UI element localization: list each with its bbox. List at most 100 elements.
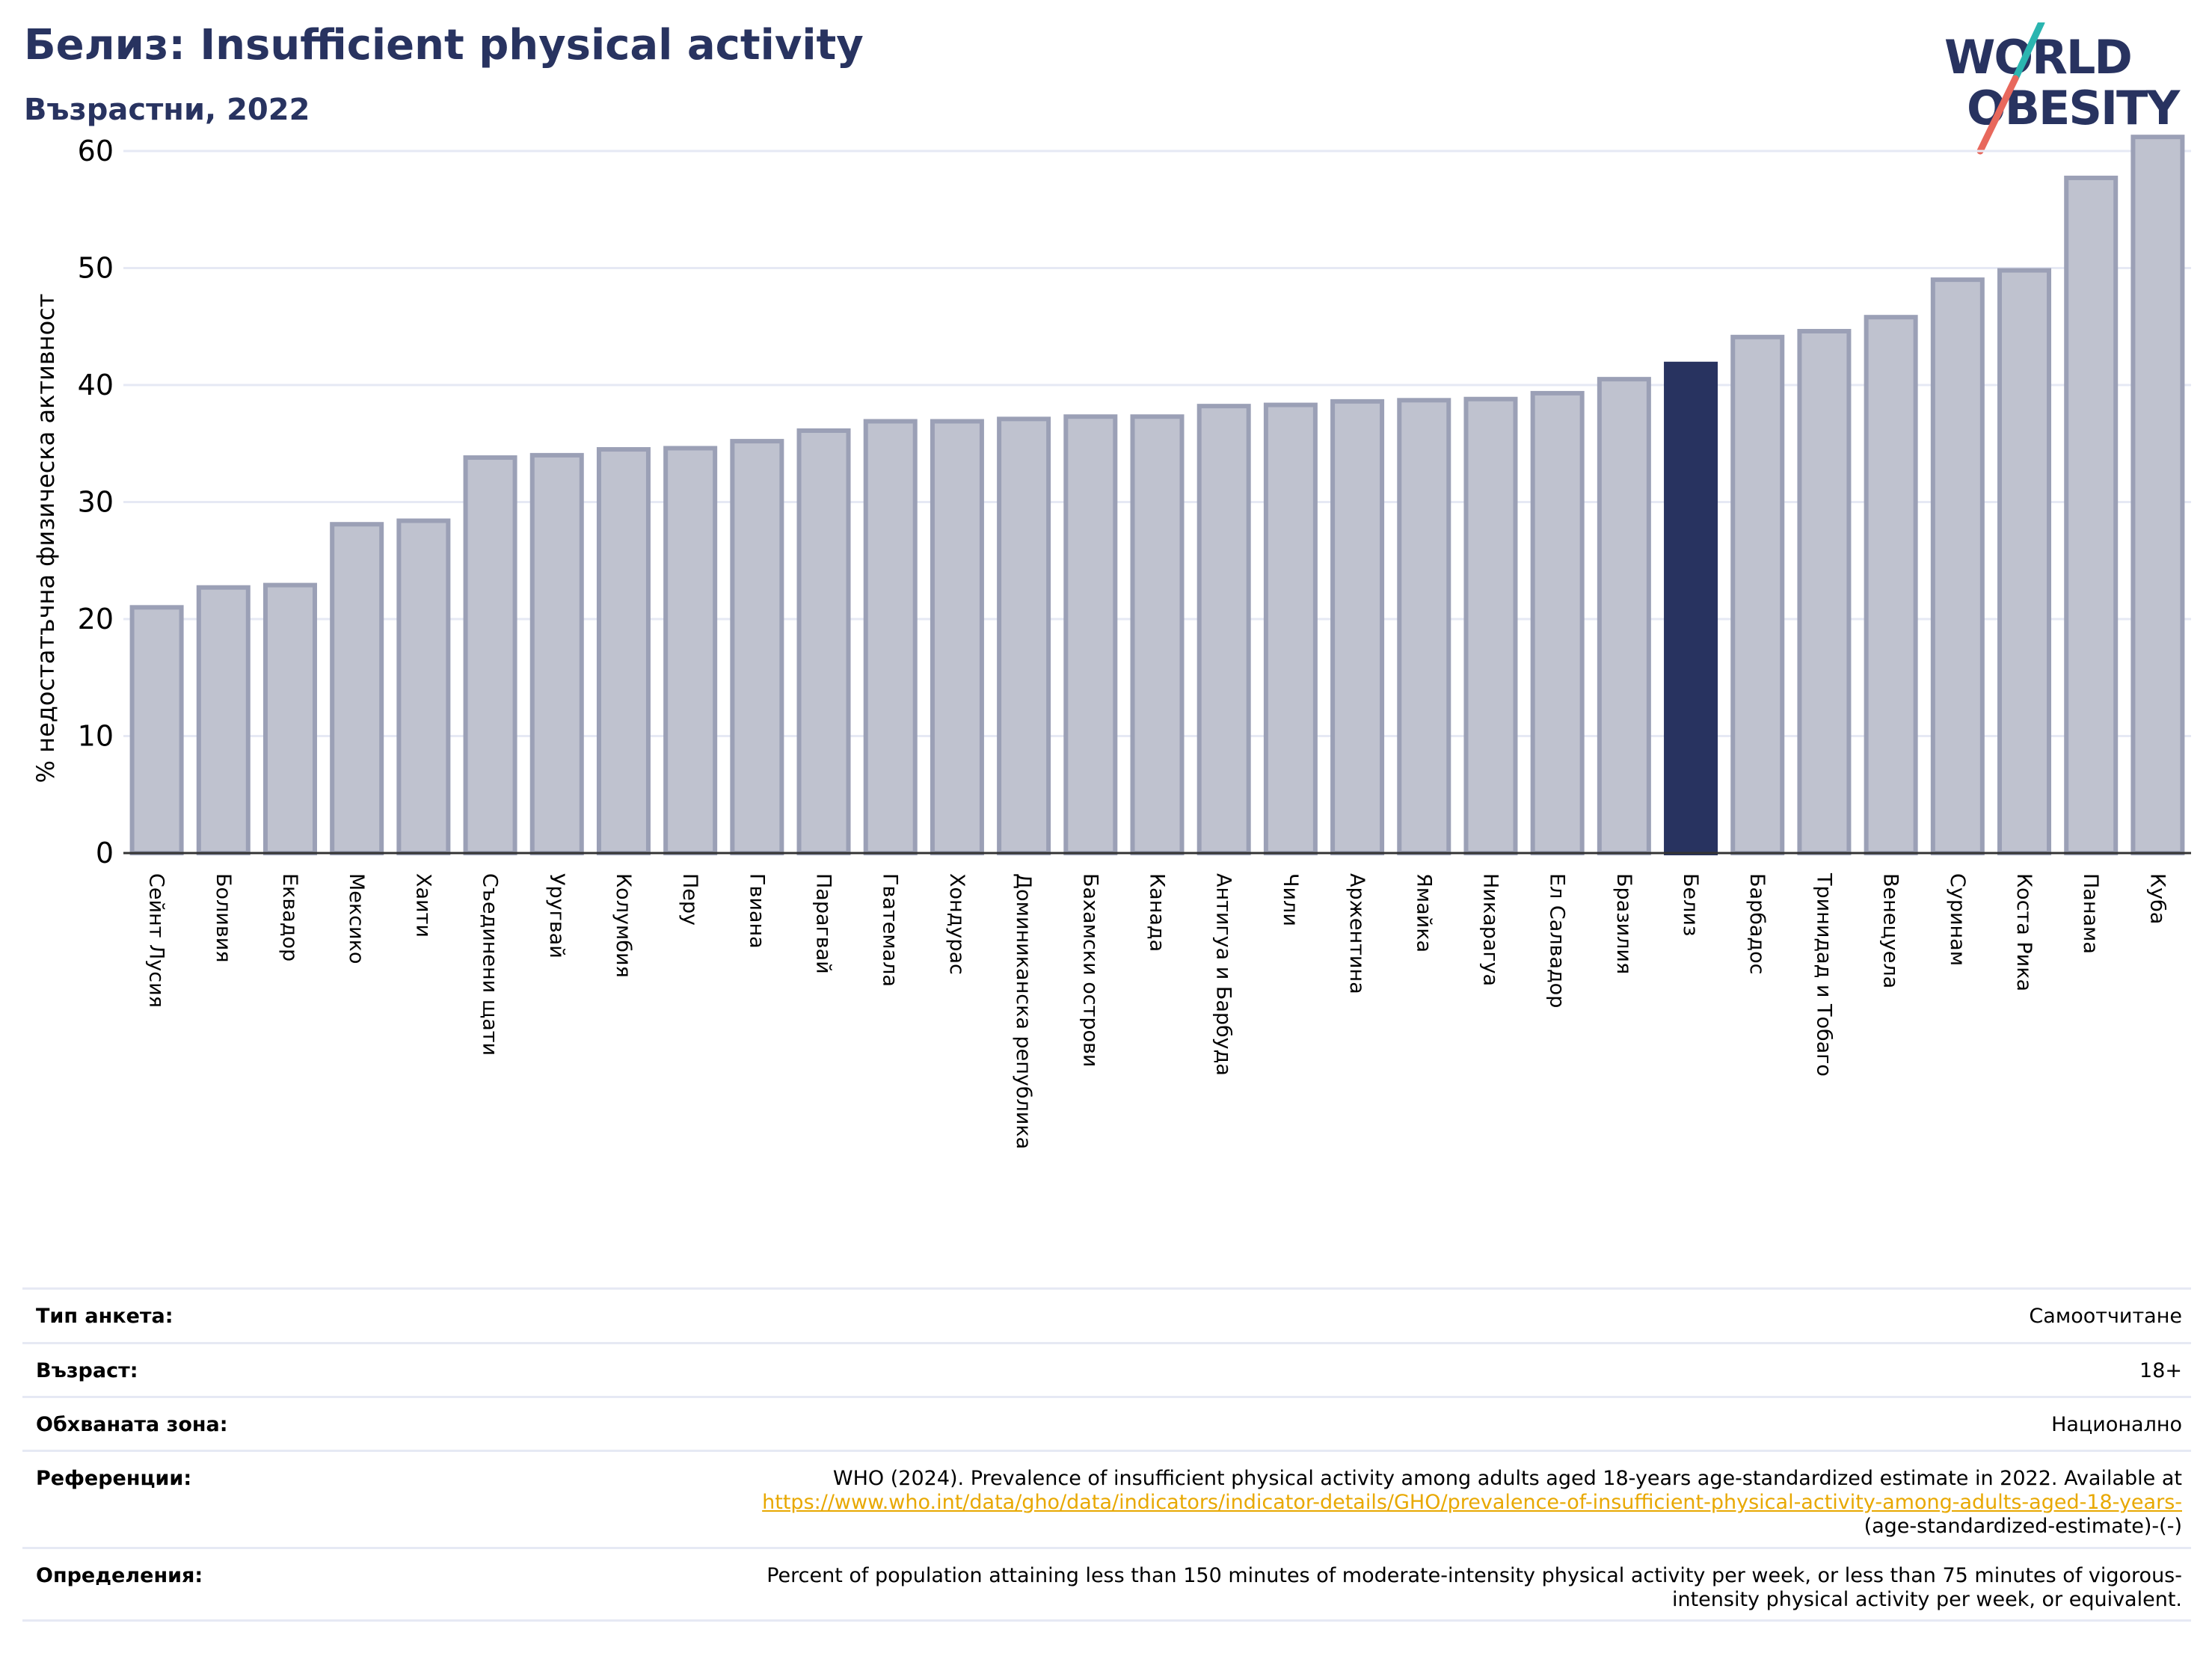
x-tick-label: Чили — [1279, 873, 1302, 926]
x-axis-labels: Сейнт Лусия Боливия Еквадор Мексико Хаити Съе… — [145, 872, 2169, 1149]
bar — [1063, 414, 1118, 855]
logo-line-1: WORLD — [1944, 30, 2131, 84]
logo-slash-teal — [2012, 22, 2045, 82]
meta-row-age: Възраст: 18+ — [22, 1342, 2191, 1396]
x-tick-label: Боливия — [212, 873, 235, 963]
x-tick-label: Аржентина — [1345, 873, 1368, 994]
bar — [2130, 135, 2185, 855]
definitions-value: Percent of population attaining less tha… — [766, 1564, 2182, 1612]
bar — [529, 452, 584, 855]
bar — [1930, 277, 1985, 856]
bar — [262, 582, 317, 855]
x-tick-label: Еквадор — [278, 873, 301, 961]
bar — [1797, 328, 1852, 855]
definitions-line-2: intensity physical activity per week, or… — [1671, 1588, 2182, 1611]
x-tick-label: Ямайка — [1412, 873, 1435, 952]
bar — [863, 419, 918, 855]
references-text: WHO (2024). Prevalence of insufficient p… — [832, 1467, 2182, 1490]
x-tick-label: Доминиканска република — [1012, 873, 1035, 1149]
world-obesity-logo: WORLD OBESITY — [1944, 22, 2182, 155]
bar — [1263, 402, 1318, 855]
bar — [997, 416, 1051, 855]
age-value: 18+ — [2139, 1359, 2182, 1382]
bar — [663, 446, 718, 855]
references-label: Референции: — [36, 1467, 192, 1490]
references-tail: (age-standardized-estimate)-(-) — [1864, 1515, 2182, 1538]
x-tick-label: Суринам — [1946, 873, 1969, 966]
bar — [730, 439, 784, 855]
bar — [930, 419, 984, 855]
x-tick-label: Канада — [1146, 873, 1169, 952]
x-tick-label: Никарагуа — [1478, 873, 1502, 986]
bar — [1997, 268, 2052, 856]
bar — [1730, 334, 1785, 855]
bar — [1864, 315, 1918, 855]
x-tick-label: Перу — [678, 873, 701, 926]
area-value: Национално — [2051, 1413, 2182, 1436]
meta-row-survey: Тип анкета: Самоотчитане — [22, 1287, 2191, 1342]
survey-value: Самоотчитане — [2029, 1305, 2182, 1328]
bar — [396, 518, 451, 855]
x-tick-label: Уругвай — [545, 873, 568, 958]
bar — [1397, 398, 1451, 855]
meta-row-references: Референции: WHO (2024). Prevalence of in… — [22, 1450, 2191, 1547]
bar — [796, 428, 851, 855]
x-tick-label: Бразилия — [1612, 873, 1635, 974]
bars — [129, 135, 2185, 856]
bar — [1463, 396, 1518, 855]
y-tick-label: 20 — [78, 603, 114, 635]
x-tick-label: Тринидад и Тобаго — [1812, 872, 1835, 1077]
references-value: WHO (2024). Prevalence of insufficient p… — [762, 1467, 2182, 1539]
x-tick-label: Гвиана — [745, 873, 768, 949]
definitions-line-1: Percent of population attaining less tha… — [766, 1564, 2182, 1587]
bar — [330, 522, 384, 855]
x-tick-label: Съединени щати — [479, 873, 502, 1056]
x-tick-label: Ел Салвадор — [1546, 873, 1569, 1008]
bar — [1530, 390, 1585, 855]
x-tick-label: Гватемала — [879, 873, 902, 987]
y-tick-label: 40 — [78, 369, 114, 401]
bar-chart: 0 10 20 30 40 50 60 Сейнт Лусия Боливия Еквадор М… — [31, 135, 2191, 1149]
meta-row-area: Обхваната зона: Национално — [22, 1396, 2191, 1450]
x-tick-label: Панама — [2079, 873, 2102, 954]
references-link[interactable]: https://www.who.int/data/gho/data/indica… — [762, 1491, 2182, 1514]
area-label: Обхваната зона: — [36, 1413, 228, 1436]
y-tick-label: 60 — [78, 135, 114, 167]
x-tick-label: Антигуа и Барбуда — [1212, 873, 1235, 1076]
definitions-label: Определения: — [36, 1564, 203, 1587]
bar — [1597, 377, 1651, 855]
y-tick-label: 10 — [78, 719, 114, 752]
logo-slash-red — [1976, 75, 2019, 155]
page-title: Белиз: Insufficient physical activity — [24, 21, 864, 70]
bar — [596, 447, 651, 855]
x-tick-label: Колумбия — [612, 873, 635, 978]
metadata-table: Тип анкета: Самоотчитане Възраст: 18+ Об… — [22, 1287, 2191, 1622]
x-tick-label: Хондурас — [945, 873, 968, 975]
bar — [463, 455, 517, 855]
bar — [196, 585, 251, 855]
meta-row-definitions: Определения: Percent of population attai… — [22, 1547, 2191, 1622]
x-tick-label: Венецуела — [1879, 873, 1902, 988]
bar — [1196, 404, 1251, 855]
bar-highlighted — [1664, 361, 1718, 855]
y-axis-ticks: 0 10 20 30 40 50 60 — [78, 135, 114, 870]
bar — [1330, 398, 1385, 855]
bar — [2064, 175, 2119, 855]
page-subtitle: Възрастни, 2022 — [24, 93, 310, 127]
x-tick-label: Коста Рика — [2012, 873, 2036, 991]
survey-label: Тип анкета: — [36, 1305, 173, 1328]
x-tick-label: Хаити — [411, 873, 434, 938]
bar — [1130, 414, 1185, 855]
y-tick-label: 0 — [96, 837, 114, 870]
bar — [129, 605, 184, 855]
x-tick-label: Куба — [2145, 873, 2169, 924]
y-axis-label: % недостатъчна физическа активност — [31, 294, 60, 784]
y-tick-label: 30 — [78, 485, 114, 518]
x-tick-label: Барбадос — [1745, 873, 1769, 974]
age-label: Възраст: — [36, 1359, 138, 1382]
x-tick-label: Белиз — [1679, 873, 1702, 936]
x-tick-label: Парагвай — [812, 873, 835, 974]
x-tick-label: Бахамски острови — [1078, 873, 1102, 1067]
y-tick-label: 50 — [78, 251, 114, 284]
x-tick-label: Сейнт Лусия — [145, 873, 168, 1008]
